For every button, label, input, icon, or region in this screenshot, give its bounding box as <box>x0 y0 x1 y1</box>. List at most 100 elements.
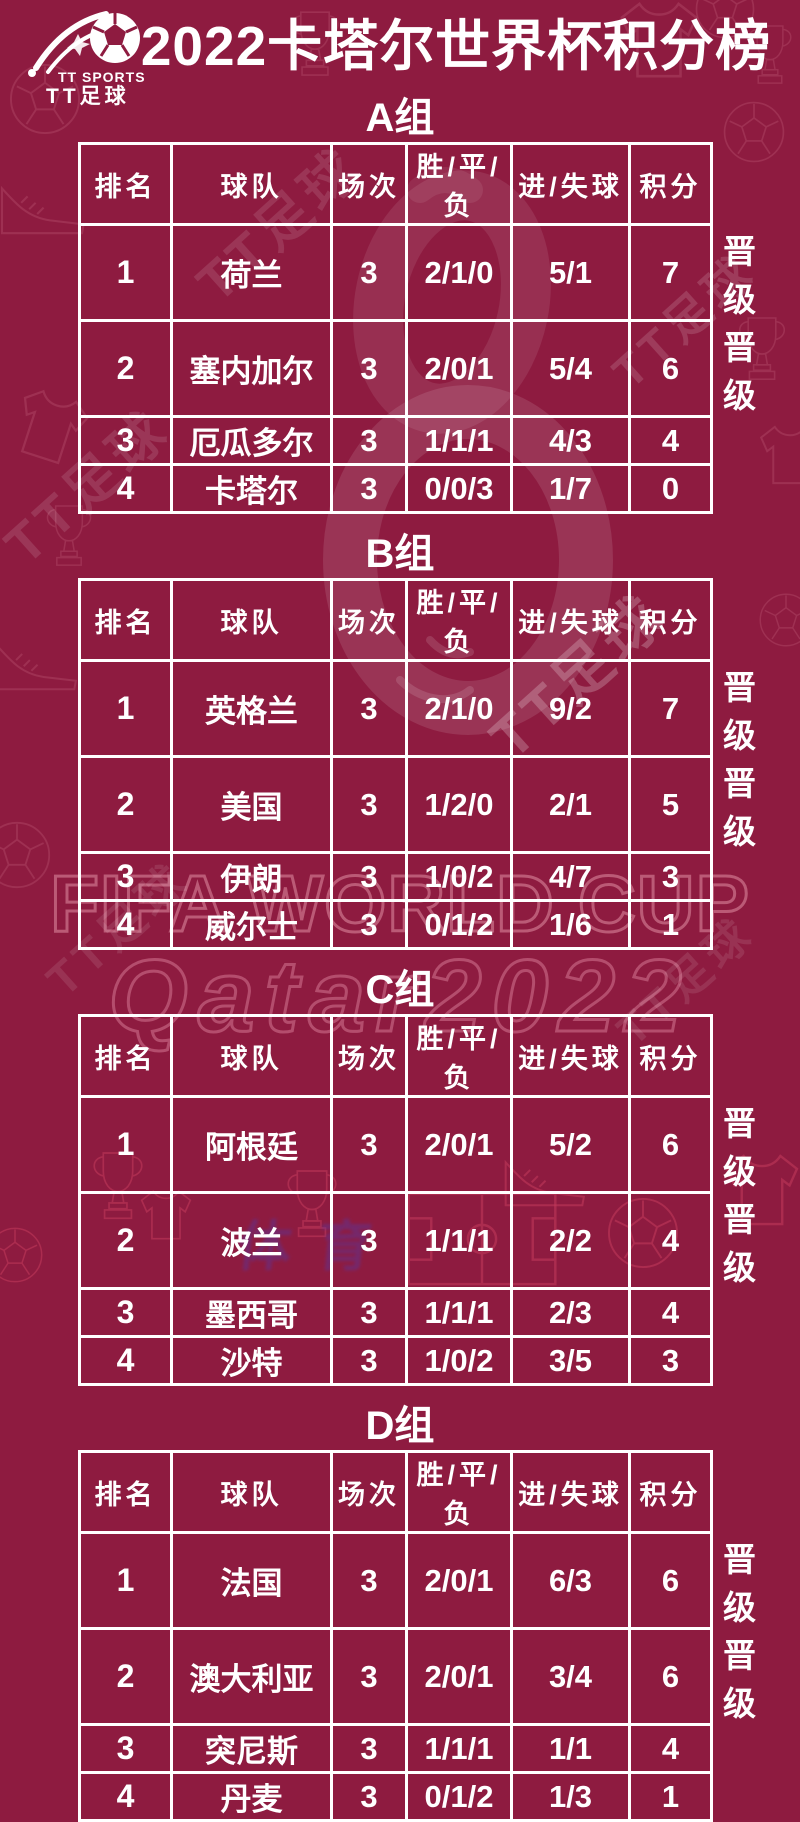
group-title: A组 <box>365 96 435 140</box>
played-cell: 3 <box>330 223 408 322</box>
table-row: 1 英格兰 3 2/1/0 9/2 7 晋级 <box>78 659 792 758</box>
qualified-badge: 晋级 <box>723 1200 758 1286</box>
group-title: B组 <box>365 532 435 576</box>
rank-cell: 3 <box>78 1287 173 1338</box>
goals-cell: 4/3 <box>510 415 631 466</box>
points-cell: 6 <box>628 1095 713 1194</box>
rank-cell: 2 <box>78 1191 173 1290</box>
groups-container: A组 排名 球队 场次 胜/平/负 进/失球 积分 1 荷兰 3 2/1/0 5/1 7 晋级 2 塞内加尔 3… <box>0 96 800 1822</box>
wdl-cell: 1/0/2 <box>405 1335 513 1386</box>
rank-cell: 3 <box>78 415 173 466</box>
column-header-spacer <box>712 144 792 225</box>
goals-cell: 5/4 <box>510 319 631 418</box>
qualified-empty <box>712 901 792 949</box>
column-header-goals: 进/失球 <box>510 1014 631 1098</box>
column-header-rank: 排名 <box>78 1450 173 1534</box>
header-row: 排名 球队 场次 胜/平/负 进/失球 积分 <box>78 1014 792 1098</box>
rank-cell: 1 <box>78 1531 173 1630</box>
points-cell: 4 <box>628 1723 713 1774</box>
goals-cell: 2/1 <box>510 755 631 854</box>
wdl-cell: 0/0/3 <box>405 463 513 514</box>
qualified-badge: 晋级 <box>723 232 758 318</box>
column-header-played: 场次 <box>330 142 408 226</box>
column-header-points: 积分 <box>628 142 713 226</box>
wdl-cell: 0/1/2 <box>405 899 513 950</box>
points-cell: 0 <box>628 463 713 514</box>
played-cell: 3 <box>330 659 408 758</box>
standings-table: 排名 球队 场次 胜/平/负 进/失球 积分 1 荷兰 3 2/1/0 5/1 7 晋级 2 塞内加尔 3 2/… <box>78 142 793 514</box>
rank-cell: 2 <box>78 755 173 854</box>
qualified-empty <box>712 1773 792 1821</box>
rank-cell: 4 <box>78 1771 173 1822</box>
goals-cell: 1/3 <box>510 1771 631 1822</box>
goals-cell: 4/7 <box>510 851 631 902</box>
table-row: 3 厄瓜多尔 3 1/1/1 4/3 4 <box>78 415 792 466</box>
rank-cell: 4 <box>78 1335 173 1386</box>
column-header-played: 场次 <box>330 1450 408 1534</box>
team-cell: 卡塔尔 <box>170 463 333 514</box>
column-header-played: 场次 <box>330 578 408 662</box>
table-row: 1 阿根廷 3 2/0/1 5/2 6 晋级 <box>78 1095 792 1194</box>
wdl-cell: 2/1/0 <box>405 223 513 322</box>
qualified-empty <box>712 853 792 901</box>
rank-cell: 4 <box>78 463 173 514</box>
column-header-team: 球队 <box>170 578 333 662</box>
points-cell: 1 <box>628 1771 713 1822</box>
wdl-cell: 2/0/1 <box>405 1627 513 1726</box>
team-cell: 荷兰 <box>170 223 333 322</box>
soccer-ball-icon <box>90 13 140 63</box>
wdl-cell: 2/0/1 <box>405 319 513 418</box>
header-row: 排名 球队 场次 胜/平/负 进/失球 积分 <box>78 578 792 662</box>
played-cell: 3 <box>330 1335 408 1386</box>
qualified-badge: 晋级 <box>723 328 758 414</box>
qualified-empty <box>712 1725 792 1773</box>
points-cell: 4 <box>628 1287 713 1338</box>
wdl-cell: 2/1/0 <box>405 659 513 758</box>
played-cell: 3 <box>330 1191 408 1290</box>
table-row: 4 威尔士 3 0/1/2 1/6 1 <box>78 899 792 950</box>
table-row: 3 墨西哥 3 1/1/1 2/3 4 <box>78 1287 792 1338</box>
points-cell: 4 <box>628 415 713 466</box>
table-row: 1 法国 3 2/0/1 6/3 6 晋级 <box>78 1531 792 1630</box>
group-title: D组 <box>365 1404 435 1448</box>
team-cell: 波兰 <box>170 1191 333 1290</box>
group-section-3: C组 排名 球队 场次 胜/平/负 进/失球 积分 1 阿根廷 3 2/0/1 5/2 6 晋级 2 波兰 3 1… <box>0 968 800 1386</box>
goals-cell: 3/4 <box>510 1627 631 1726</box>
group-section-4: D组 排名 球队 场次 胜/平/负 进/失球 积分 1 法国 3 2/0/1 6/3 6 晋级 2 澳大利亚 3… <box>0 1404 800 1822</box>
points-cell: 6 <box>628 1531 713 1630</box>
team-cell: 伊朗 <box>170 851 333 902</box>
column-header-points: 积分 <box>628 1450 713 1534</box>
column-header-spacer <box>712 580 792 661</box>
goals-cell: 1/6 <box>510 899 631 950</box>
team-cell: 法国 <box>170 1531 333 1630</box>
poster-title: 2022卡塔尔世界杯积分榜 <box>140 15 772 77</box>
rank-cell: 2 <box>78 1627 173 1726</box>
played-cell: 3 <box>330 463 408 514</box>
points-cell: 7 <box>628 659 713 758</box>
played-cell: 3 <box>330 1287 408 1338</box>
standings-table: 排名 球队 场次 胜/平/负 进/失球 积分 1 法国 3 2/0/1 6/3 6 晋级 2 澳大利亚 3 2/… <box>78 1450 793 1822</box>
goals-cell: 1/1 <box>510 1723 631 1774</box>
poster-header: TT SPORTS TT足球 2022卡塔尔世界杯积分榜 <box>0 0 800 106</box>
wdl-cell: 1/1/1 <box>405 1287 513 1338</box>
qualified-empty <box>712 1289 792 1337</box>
column-header-goals: 进/失球 <box>510 142 631 226</box>
column-header-points: 积分 <box>628 578 713 662</box>
team-cell: 丹麦 <box>170 1771 333 1822</box>
played-cell: 3 <box>330 1627 408 1726</box>
goals-cell: 5/1 <box>510 223 631 322</box>
qualified-badge: 晋级 <box>723 1104 758 1190</box>
column-header-spacer <box>712 1016 792 1097</box>
table-row: 4 丹麦 3 0/1/2 1/3 1 <box>78 1771 792 1822</box>
standings-table: 排名 球队 场次 胜/平/负 进/失球 积分 1 英格兰 3 2/1/0 9/2 7 晋级 2 美国 3 1/2… <box>78 578 793 950</box>
goals-cell: 6/3 <box>510 1531 631 1630</box>
table-row: 3 突尼斯 3 1/1/1 1/1 4 <box>78 1723 792 1774</box>
points-cell: 1 <box>628 899 713 950</box>
team-cell: 塞内加尔 <box>170 319 333 418</box>
goals-cell: 3/5 <box>510 1335 631 1386</box>
goals-cell: 2/3 <box>510 1287 631 1338</box>
rank-cell: 2 <box>78 319 173 418</box>
qualified-empty <box>712 1337 792 1385</box>
brand-logo: TT SPORTS TT足球 <box>28 11 145 106</box>
points-cell: 3 <box>628 1335 713 1386</box>
